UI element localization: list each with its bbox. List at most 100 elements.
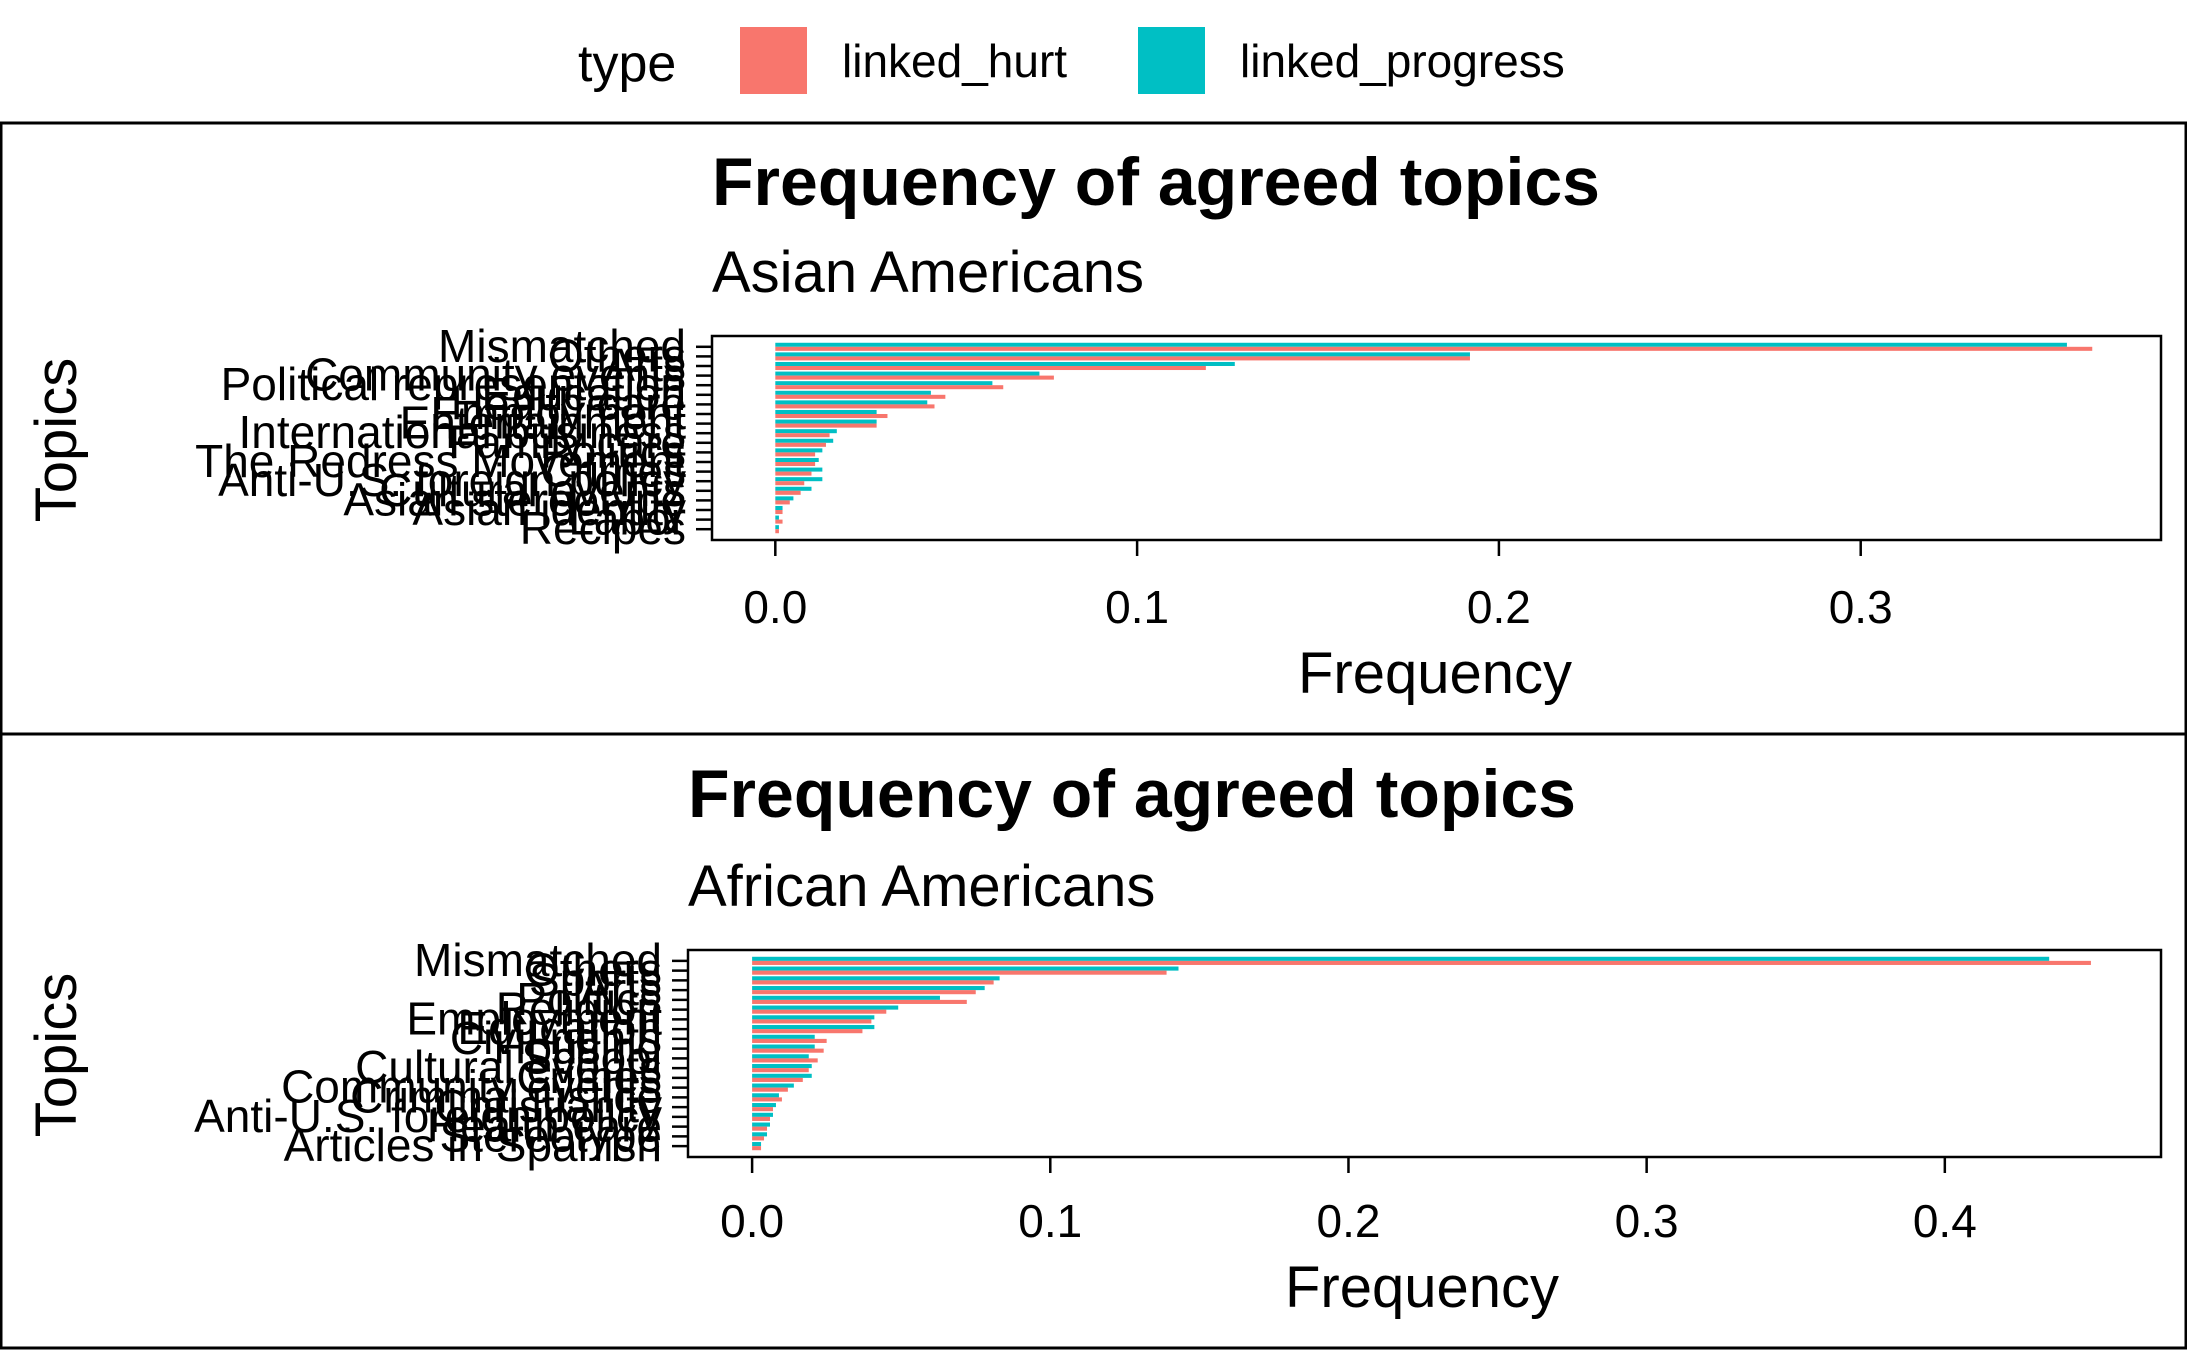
- bar-linked_hurt: [775, 500, 790, 505]
- y-tick-label: Christianity: [434, 1080, 662, 1132]
- y-tick-label: Cultural events: [355, 1041, 662, 1093]
- y-tick-label: Criminal justice: [350, 1070, 662, 1122]
- bar-linked_progress: [752, 1044, 815, 1049]
- panel-title: Frequency of agreed topics: [688, 756, 1576, 832]
- x-axis-label: Frequency: [1298, 641, 1572, 706]
- y-tick-label: Mismatched: [414, 934, 662, 986]
- bar-linked_progress: [752, 986, 985, 991]
- bar-linked_progress: [775, 467, 823, 472]
- bar-linked_hurt: [752, 1058, 818, 1063]
- bar-linked_progress: [775, 496, 794, 501]
- bar-linked_progress: [775, 390, 931, 395]
- bar-linked_hurt: [752, 1146, 762, 1151]
- bar-linked_progress: [775, 505, 783, 510]
- y-tick-label: Community events: [305, 349, 686, 401]
- bar-linked_hurt: [752, 1107, 773, 1112]
- bar-linked_hurt: [775, 385, 1004, 390]
- bar-linked_hurt: [752, 1087, 788, 1092]
- bar-linked_hurt: [752, 990, 976, 995]
- y-tick-label: Mismatched: [438, 320, 686, 372]
- bar-linked_progress: [752, 995, 940, 1000]
- x-tick-label: 0.4: [1913, 1195, 1977, 1247]
- y-tick-label: Civil rights: [450, 1012, 662, 1064]
- bar-linked_progress: [752, 966, 1179, 971]
- x-tick-label: 0.3: [1615, 1195, 1679, 1247]
- y-tick-label: Others: [524, 944, 662, 996]
- bar-linked_hurt: [775, 375, 1054, 380]
- bar-linked_progress: [752, 1132, 768, 1137]
- bar-linked_hurt: [775, 519, 783, 524]
- bar-linked_hurt: [775, 490, 801, 495]
- bar-linked_hurt: [775, 404, 935, 409]
- x-tick-label: 0.1: [1018, 1195, 1082, 1247]
- bar-linked_progress: [775, 457, 819, 462]
- bar-linked_progress: [752, 1073, 812, 1078]
- y-tick-label: Recipes: [520, 502, 686, 554]
- x-tick-label: 0.2: [1316, 1195, 1380, 1247]
- bar-linked_progress: [775, 515, 779, 520]
- legend-swatch-linked-hurt: [740, 27, 807, 94]
- y-tick-label: Labor: [568, 493, 686, 545]
- bar-linked_progress: [775, 429, 837, 434]
- bar-linked_progress: [775, 361, 1235, 366]
- bar-linked_hurt: [775, 433, 830, 438]
- y-tick-label: Others: [548, 329, 686, 381]
- legend-title: type: [578, 35, 676, 93]
- bar-linked_hurt: [752, 1136, 765, 1141]
- bar-linked_progress: [775, 342, 2067, 347]
- y-axis-label: Topics: [24, 358, 89, 522]
- legend-label-linked-hurt: linked_hurt: [842, 35, 1067, 87]
- y-tick-label: Education: [481, 368, 686, 420]
- y-tick-label: Asian stereotype: [343, 473, 686, 525]
- bar-linked_hurt: [775, 510, 783, 515]
- bar-linked_progress: [775, 438, 834, 443]
- bar-linked_hurt: [775, 423, 877, 428]
- y-tick-label: Health care: [427, 1100, 662, 1152]
- bar-linked_hurt: [775, 346, 2093, 351]
- y-tick-label: Anti-U.S. foreign policy: [194, 1090, 662, 1142]
- bar-linked_progress: [752, 1005, 899, 1010]
- plot-area: MismatchedOthersSportsArtsPoliticsReligi…: [194, 934, 2163, 1247]
- bar-linked_progress: [752, 1142, 762, 1147]
- bar-linked_progress: [752, 1054, 809, 1059]
- y-tick-label: Asian identity: [412, 483, 686, 535]
- y-tick-label: Housing: [493, 1022, 662, 1074]
- y-tick-label: Political representation: [221, 358, 686, 410]
- y-tick-label: School: [521, 1031, 662, 1083]
- y-axis-label: Topics: [24, 973, 89, 1137]
- y-tick-label: Employment: [406, 992, 662, 1044]
- bar-linked_hurt: [752, 960, 2091, 965]
- bar-linked_hurt: [752, 1009, 887, 1014]
- bar-linked_progress: [775, 371, 1040, 376]
- legend-label-linked-progress: linked_progress: [1240, 35, 1565, 87]
- bar-linked_progress: [775, 419, 877, 424]
- bar-linked_progress: [752, 1122, 770, 1127]
- bar-linked_hurt: [775, 471, 812, 476]
- bar-linked_hurt: [752, 1048, 824, 1053]
- x-axis-label: Frequency: [1285, 1255, 1559, 1320]
- bar-linked_progress: [752, 1093, 779, 1098]
- bar-linked_hurt: [752, 1116, 770, 1121]
- bar-linked_hurt: [775, 414, 888, 419]
- y-tick-label: Articles in Spanish: [284, 1119, 662, 1171]
- panel-border-bottom: [0, 732, 2187, 1350]
- y-tick-label: Stereotype: [440, 1109, 662, 1161]
- y-tick-label: Religion: [496, 983, 662, 1035]
- bar-linked_hurt: [752, 1097, 782, 1102]
- bar-linked_hurt: [752, 999, 967, 1004]
- y-tick-label: Health care: [451, 377, 686, 429]
- bar-linked_progress: [775, 352, 1470, 357]
- bar-linked_hurt: [752, 1019, 872, 1024]
- bar-linked_hurt: [775, 529, 779, 534]
- bar-linked_hurt: [775, 442, 826, 447]
- y-tick-label: Arts: [580, 963, 662, 1015]
- x-tick-label: 0.1: [1105, 581, 1169, 633]
- x-tick-label: 0.3: [1829, 581, 1893, 633]
- bar-linked_progress: [752, 1064, 812, 1069]
- plot-border: [710, 334, 2163, 542]
- bar-linked_progress: [752, 976, 1000, 981]
- legend: type linked_hurt linked_progress: [578, 27, 1565, 94]
- y-tick-label: Community events: [281, 1061, 662, 1113]
- y-tick-label: International business: [238, 406, 686, 458]
